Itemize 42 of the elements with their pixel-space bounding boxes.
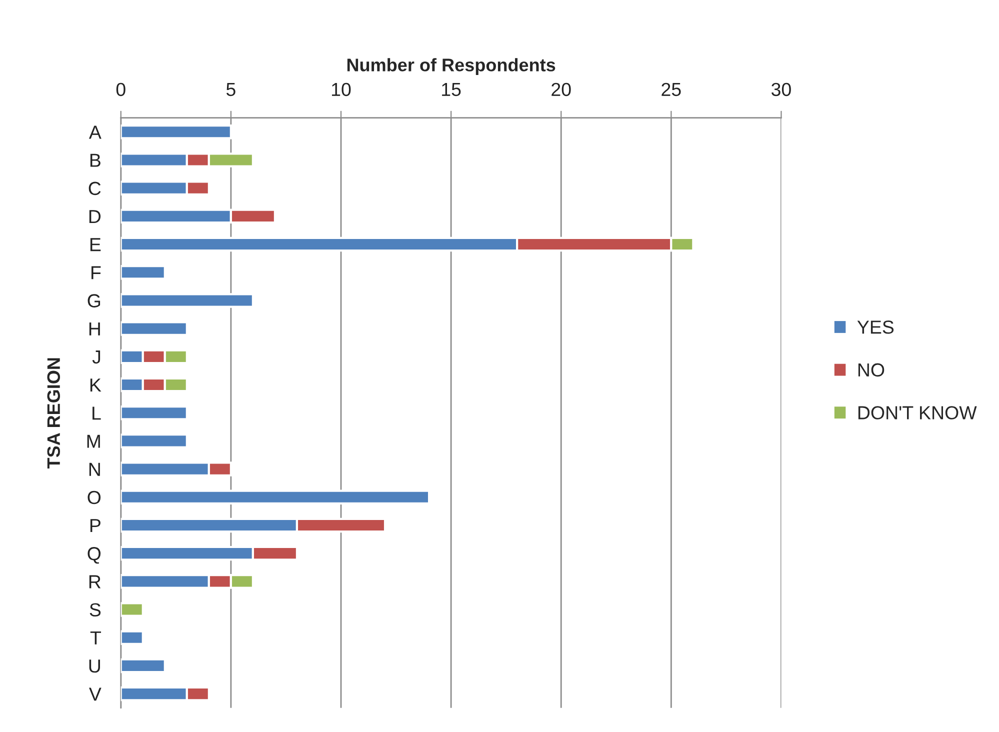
bar <box>120 630 144 645</box>
y-tick-label: T <box>90 632 102 644</box>
y-tick-label: D <box>89 210 101 223</box>
y-tick-label: E <box>90 238 101 252</box>
x-tick-label: 20 <box>552 82 571 96</box>
bar <box>120 293 254 308</box>
y-tick-label: S <box>90 603 101 616</box>
y-tick-label: R <box>89 575 101 588</box>
y-tick-label: N <box>89 462 100 476</box>
bar <box>120 265 166 280</box>
bar <box>120 602 144 617</box>
y-tick-label: C <box>88 182 101 196</box>
y-axis-title: TSA REGION <box>47 358 60 468</box>
x-tick-label: 30 <box>772 82 791 96</box>
y-tick-label: H <box>89 322 100 336</box>
x-tick-label: 10 <box>332 82 351 96</box>
y-tick-label: J <box>92 350 100 364</box>
x-tick-label: 0 <box>116 82 126 96</box>
y-tick-label: Q <box>88 547 101 564</box>
y-tick-label: K <box>90 378 102 392</box>
bar <box>120 434 188 448</box>
y-tick-label: U <box>89 660 100 673</box>
y-tick-label: F <box>92 266 101 280</box>
x-axis-title: Number of Respondents <box>347 58 556 75</box>
bar <box>120 405 188 420</box>
y-tick-label: G <box>88 294 100 308</box>
y-tick-label: B <box>90 154 100 167</box>
y-tick-label: P <box>90 519 100 532</box>
bar <box>120 321 188 336</box>
x-tick-label: 15 <box>442 83 461 96</box>
y-tick-label: O <box>88 490 101 504</box>
y-tick-label: L <box>92 406 101 420</box>
y-tick-label: A <box>88 126 102 139</box>
bar <box>120 124 232 140</box>
legend-label: NO <box>858 363 884 377</box>
legend-label: DON'T KNOW <box>858 406 977 420</box>
bar <box>120 658 166 674</box>
x-tick-label: 25 <box>662 82 681 96</box>
x-tick-label: 5 <box>226 83 236 96</box>
y-tick-label: M <box>87 434 100 448</box>
y-tick-label: V <box>89 688 102 701</box>
legend-label: YES <box>857 320 894 334</box>
